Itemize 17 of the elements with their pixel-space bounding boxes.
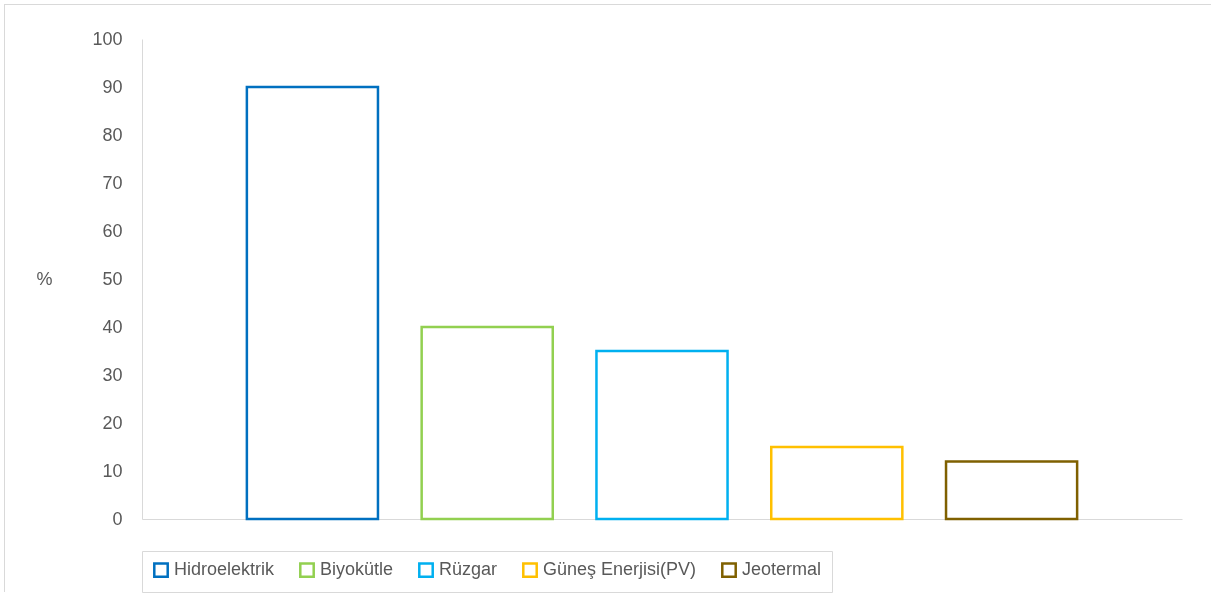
y-tick-label: 0 bbox=[112, 508, 123, 529]
y-tick-label: 90 bbox=[102, 76, 123, 97]
legend-label: Biyokütle bbox=[320, 559, 394, 580]
y-tick-label: 60 bbox=[102, 220, 123, 241]
y-tick-label: 80 bbox=[102, 124, 123, 145]
y-tick-label: 70 bbox=[102, 172, 123, 193]
legend-label: Güneş Enerjisi(PV) bbox=[543, 559, 697, 580]
legend-label: Rüzgar bbox=[439, 559, 498, 580]
legend-label: Jeotermal bbox=[742, 559, 822, 580]
y-tick-label: 50 bbox=[102, 268, 123, 289]
y-tick-label: 40 bbox=[102, 316, 123, 337]
y-tick-label: 10 bbox=[102, 460, 123, 481]
y-tick-label: 30 bbox=[102, 364, 123, 385]
y-tick-label: 20 bbox=[102, 412, 123, 433]
y-axis-title: % bbox=[36, 268, 53, 289]
legend-label: Hidroelektrik bbox=[174, 559, 276, 580]
y-tick-label: 100 bbox=[92, 28, 123, 49]
